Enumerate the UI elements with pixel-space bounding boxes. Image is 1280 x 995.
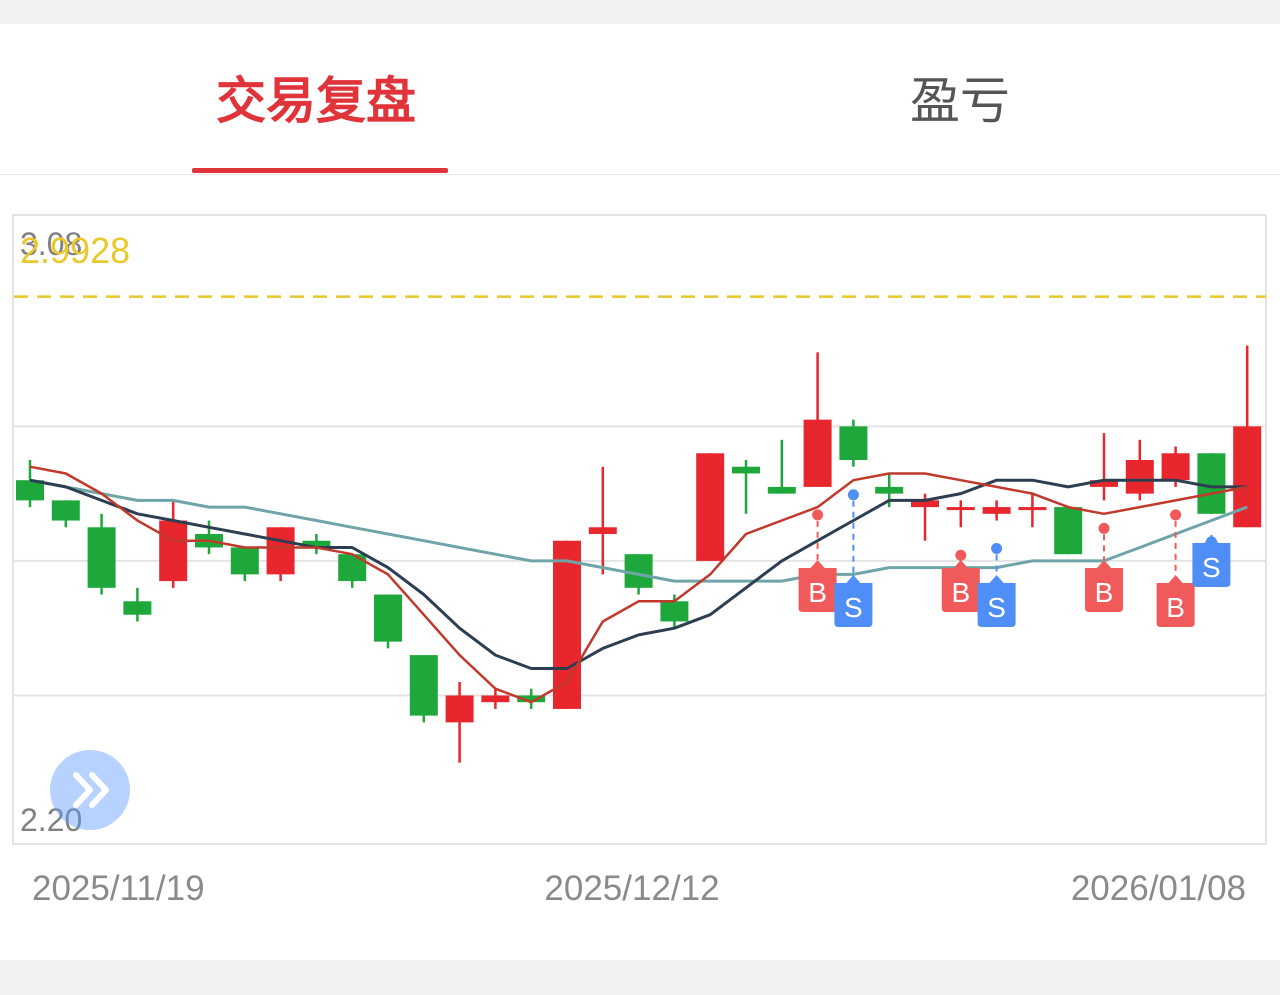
marker-tag-shape xyxy=(941,560,980,612)
bottom-strip xyxy=(0,960,1280,995)
candle-up xyxy=(159,520,188,582)
y-axis-top-label: 3.08 xyxy=(20,226,82,262)
sell-marker: S xyxy=(977,575,1016,627)
candle-up xyxy=(803,419,832,487)
marker-tag-shape xyxy=(834,575,873,627)
candle-up xyxy=(696,453,725,561)
candle-up xyxy=(266,527,295,575)
candle-up xyxy=(588,527,617,534)
candle-up xyxy=(445,695,474,723)
candle-down xyxy=(767,486,796,494)
marker-label: B xyxy=(1095,577,1114,608)
candle-down xyxy=(732,466,760,474)
candle-up xyxy=(1090,480,1118,487)
status-strip xyxy=(0,0,1280,24)
marker-label: B xyxy=(1166,592,1185,623)
y-axis-bottom-label: 2.20 xyxy=(20,802,82,838)
candle-down xyxy=(624,554,653,588)
candle-down xyxy=(123,601,152,615)
marker-label: B xyxy=(808,577,827,608)
sell-dot xyxy=(991,543,1003,555)
marker-label: S xyxy=(844,592,863,623)
candle-up xyxy=(946,507,975,511)
candle-down xyxy=(1197,453,1226,514)
tab-profit-loss-label: 盈亏 xyxy=(910,72,1010,130)
marker-label: B xyxy=(951,577,970,608)
tab-trade-review[interactable]: 交易复盘 xyxy=(0,24,640,174)
buy-marker: B xyxy=(798,560,837,612)
candle-up xyxy=(1125,460,1154,494)
ma-line-dark xyxy=(29,478,1248,670)
x-axis-label: 2025/12/12 xyxy=(544,869,719,908)
candle-down xyxy=(517,695,546,703)
candle-down xyxy=(16,480,44,501)
sell-marker: S xyxy=(834,575,873,627)
x-axis-label: 2025/11/19 xyxy=(32,869,205,908)
candle-up xyxy=(1161,453,1190,481)
marker-tag-shape xyxy=(798,560,837,612)
candle-down xyxy=(302,540,331,548)
buy-marker: B xyxy=(1156,575,1195,627)
buy-dot xyxy=(955,549,967,561)
candle-up xyxy=(553,540,581,709)
candle-down xyxy=(409,655,438,716)
active-tab-indicator xyxy=(192,168,448,173)
candle-up xyxy=(911,500,939,508)
marker-label: S xyxy=(987,592,1006,623)
buy-dot xyxy=(1098,522,1110,534)
buy-marker: B xyxy=(1085,560,1123,612)
candle-down xyxy=(374,594,402,642)
x-axis-label: 2026/01/08 xyxy=(1071,869,1246,908)
sell-dot xyxy=(847,489,859,501)
buy-dot xyxy=(812,509,824,521)
candle-down xyxy=(875,486,904,494)
sell-marker: S xyxy=(1192,535,1231,587)
marker-tag-shape xyxy=(1085,560,1123,612)
marker-label: S xyxy=(1202,552,1221,583)
marker-tag-shape xyxy=(1156,575,1195,627)
candle-down xyxy=(338,554,367,582)
candle-down xyxy=(230,547,259,575)
candle-up xyxy=(1018,507,1047,511)
candle-up xyxy=(982,507,1011,514)
tab-bar: 交易复盘 盈亏 xyxy=(0,24,1280,175)
ma-line-teal xyxy=(29,478,1248,583)
reference-line-label: 2.9928 xyxy=(20,230,130,271)
candle-down xyxy=(87,527,116,588)
buy-marker: B xyxy=(941,560,980,612)
candle-down xyxy=(51,500,80,521)
candle-up xyxy=(481,695,510,703)
expand-button[interactable] xyxy=(50,750,130,830)
candle-down xyxy=(1054,507,1083,555)
buy-dot xyxy=(1170,509,1182,521)
marker-tag-shape xyxy=(977,575,1016,627)
ma-line-red xyxy=(29,465,1248,704)
candle-down xyxy=(660,601,689,622)
marker-tag-shape xyxy=(1192,535,1231,587)
double-chevron-right-icon xyxy=(73,772,109,808)
chart-frame xyxy=(12,214,1267,845)
tab-trade-review-label: 交易复盘 xyxy=(216,72,416,130)
chart-panel[interactable]: B S B S B B S 3.08 2.9928 2.20 2025/11/19 2025/12/1… xyxy=(0,175,1280,960)
candle-down xyxy=(839,426,868,460)
tab-profit-loss[interactable]: 盈亏 xyxy=(640,24,1280,174)
